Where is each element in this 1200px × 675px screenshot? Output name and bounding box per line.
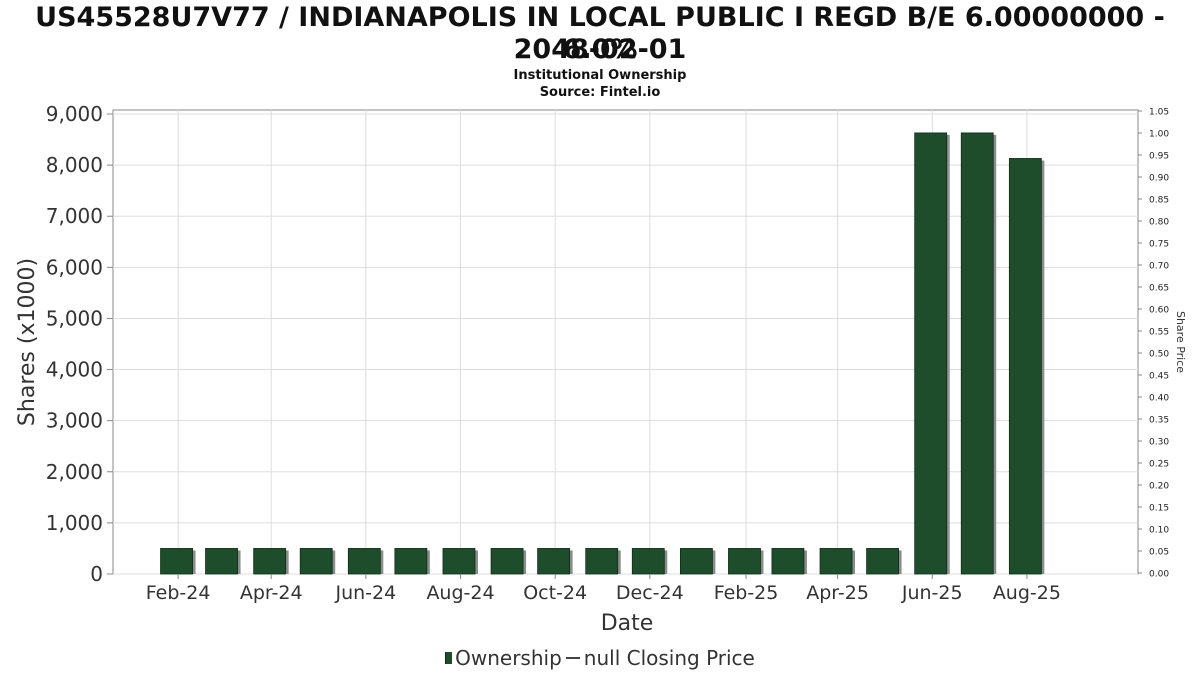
x-tick-label: Dec-24 xyxy=(616,582,684,604)
ownership-bar xyxy=(866,548,899,575)
y2-tick-label: 0.70 xyxy=(1149,262,1169,272)
y2-tick-label: 1.00 xyxy=(1149,130,1169,140)
y-tick-label: 7,000 xyxy=(46,204,103,228)
ownership-bar xyxy=(960,132,994,575)
closing-price-legend-line xyxy=(565,657,580,659)
y-tick-label: 1,000 xyxy=(46,511,103,535)
y-tick-label: 2,000 xyxy=(46,460,103,484)
x-tick-label: Jun-24 xyxy=(334,582,396,604)
y2-tick-label: 0.05 xyxy=(1149,548,1169,558)
ownership-bar xyxy=(160,548,193,575)
y-tick-label: 3,000 xyxy=(46,409,103,433)
x-axis: Feb-24 Apr-24 Jun-24 Aug-24 Oct-24 Dec-24 Feb-… xyxy=(146,574,1061,604)
ownership-bar xyxy=(253,548,287,575)
ownership-bar xyxy=(537,548,571,575)
ownership-bar xyxy=(205,548,238,575)
y-axis-right: 0.00 0.05 0.10 0.15 0.20 0.25 0.30 0.35 0.40 0.45… xyxy=(1138,108,1169,580)
x-axis-label: Date xyxy=(601,611,654,636)
y-tick-label: 5,000 xyxy=(46,306,103,330)
chart-legend: Ownership null Closing Price xyxy=(0,646,1200,670)
y-tick-label: 6,000 xyxy=(46,255,103,279)
ownership-legend-swatch xyxy=(445,652,453,664)
ownership-bar xyxy=(1008,158,1042,575)
y2-tick-label: 1.05 xyxy=(1149,108,1169,118)
ownership-bar xyxy=(679,548,713,575)
ownership-bar xyxy=(914,132,948,575)
y-tick-label: 0 xyxy=(90,562,103,586)
chart-source: Source: Fintel.io xyxy=(539,85,661,100)
y2-tick-label: 0.30 xyxy=(1149,438,1169,448)
ownership-bar xyxy=(728,548,761,575)
legend-ownership-label: Ownership xyxy=(455,646,562,670)
x-tick-label: Apr-25 xyxy=(806,582,869,604)
ownership-bar xyxy=(347,548,381,575)
ownership-bar xyxy=(819,548,853,575)
chart-title-line-1: US45528U7V77 / INDIANAPOLIS IN LOCAL PUB… xyxy=(35,2,1165,65)
y2-tick-label: 0.35 xyxy=(1149,416,1169,426)
y-tick-label: 8,000 xyxy=(46,153,103,177)
ownership-bar xyxy=(442,548,476,575)
ownership-bar xyxy=(771,548,805,575)
y2-tick-label: 0.20 xyxy=(1149,482,1169,492)
y2-tick-label: 0.60 xyxy=(1149,306,1169,316)
x-tick-label: Feb-24 xyxy=(146,582,211,604)
chart-title-line-2: 2048-02-01 xyxy=(513,34,687,65)
ownership-bar xyxy=(394,548,428,575)
y2-tick-label: 0.15 xyxy=(1149,504,1169,514)
y2-axis-label: Share Price xyxy=(1174,311,1187,373)
y2-tick-label: 0.55 xyxy=(1149,328,1169,338)
legend-price-label: null Closing Price xyxy=(583,646,755,670)
x-tick-label: Apr-24 xyxy=(240,582,303,604)
x-tick-label: Jun-25 xyxy=(901,582,963,604)
y2-tick-label: 0.40 xyxy=(1149,394,1169,404)
y2-tick-label: 0.45 xyxy=(1149,372,1169,382)
y2-tick-label: 0.85 xyxy=(1149,196,1169,206)
y2-tick-label: 0.80 xyxy=(1149,218,1169,228)
y-tick-label: 9,000 xyxy=(46,102,103,126)
y2-tick-label: 0.00 xyxy=(1149,570,1169,580)
chart-subtitle: Institutional Ownership xyxy=(513,68,687,83)
ownership-bar xyxy=(585,548,619,575)
y2-tick-label: 0.75 xyxy=(1149,240,1169,250)
y-tick-label: 4,000 xyxy=(46,358,103,382)
y-axis-left: 0 1,000 2,000 3,000 4,000 5,000 6,000 7,000 8,00… xyxy=(46,102,113,586)
ownership-bar xyxy=(490,548,524,575)
x-tick-label: Aug-25 xyxy=(993,582,1061,604)
ownership-bar xyxy=(299,548,333,575)
y2-tick-label: 0.90 xyxy=(1149,174,1169,184)
y2-tick-label: 0.10 xyxy=(1149,526,1169,536)
y2-tick-label: 0.65 xyxy=(1149,284,1169,294)
y2-tick-label: 0.95 xyxy=(1149,152,1169,162)
y-axis-label: Shares (x1000) xyxy=(15,258,40,426)
ownership-bar xyxy=(631,548,665,575)
y2-tick-label: 0.50 xyxy=(1149,350,1169,360)
y2-tick-label: 0.25 xyxy=(1149,460,1169,470)
x-tick-label: Oct-24 xyxy=(523,582,587,604)
x-tick-label: Aug-24 xyxy=(426,582,494,604)
x-tick-label: Feb-25 xyxy=(714,582,779,604)
bar-series-ownership xyxy=(160,132,1045,575)
